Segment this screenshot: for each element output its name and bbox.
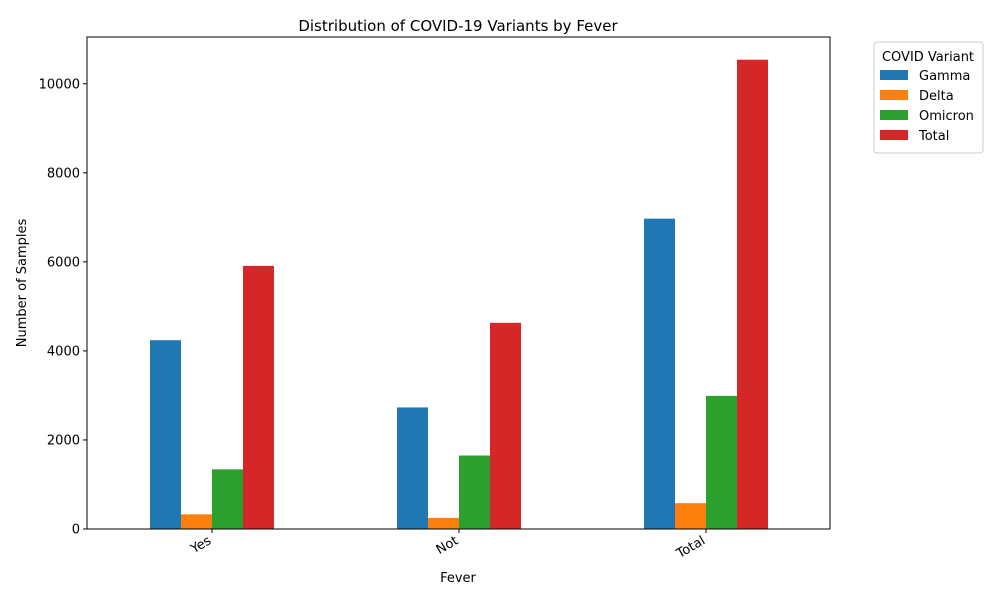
- legend-label-omicron: Omicron: [919, 109, 974, 124]
- bar-gamma-total: [644, 218, 675, 529]
- legend-swatch-gamma: [880, 70, 908, 80]
- x-tick-label: Not: [434, 533, 461, 557]
- x-axis: Yes Not Total: [187, 529, 708, 562]
- bar-omicron-yes: [212, 469, 243, 529]
- x-tick-label: Total: [673, 533, 708, 562]
- y-tick-label: 2000: [47, 433, 80, 448]
- bar-delta-yes: [181, 514, 212, 529]
- legend-items: Gamma Delta Omicron Total: [880, 69, 974, 144]
- bar-total-not: [490, 322, 521, 529]
- y-tick-label: 10000: [39, 77, 80, 92]
- bar-omicron-total: [706, 395, 737, 529]
- bars-layer: [150, 59, 768, 529]
- bar-gamma-not: [397, 407, 428, 529]
- legend-swatch-omicron: [880, 110, 908, 120]
- y-axis: 0 2000 4000 6000 8000 10000: [39, 77, 87, 538]
- bar-omicron-not: [459, 455, 490, 529]
- bar-delta-total: [675, 503, 706, 529]
- legend-label-total: Total: [918, 129, 949, 144]
- y-tick-label: 0: [72, 523, 80, 538]
- bar-gamma-yes: [150, 340, 181, 529]
- y-tick-label: 8000: [47, 166, 80, 181]
- legend-box: [873, 41, 984, 154]
- bar-total-total: [737, 59, 768, 529]
- bar-total-yes: [243, 265, 274, 529]
- x-tick-label: Yes: [187, 533, 214, 557]
- legend-swatch-total: [880, 130, 908, 140]
- legend-label-delta: Delta: [919, 89, 954, 104]
- y-axis-label: Number of Samples: [15, 219, 30, 348]
- y-tick-label: 4000: [47, 344, 80, 359]
- chart-title: Distribution of COVID-19 Variants by Fev…: [298, 17, 618, 35]
- legend: COVID Variant Gamma Delta Omicron Total: [873, 41, 984, 154]
- bar-delta-not: [428, 517, 459, 529]
- y-tick-label: 6000: [47, 255, 80, 270]
- legend-label-gamma: Gamma: [919, 69, 970, 84]
- legend-title: COVID Variant: [882, 50, 974, 65]
- x-axis-label: Fever: [440, 571, 476, 586]
- legend-swatch-delta: [880, 90, 908, 100]
